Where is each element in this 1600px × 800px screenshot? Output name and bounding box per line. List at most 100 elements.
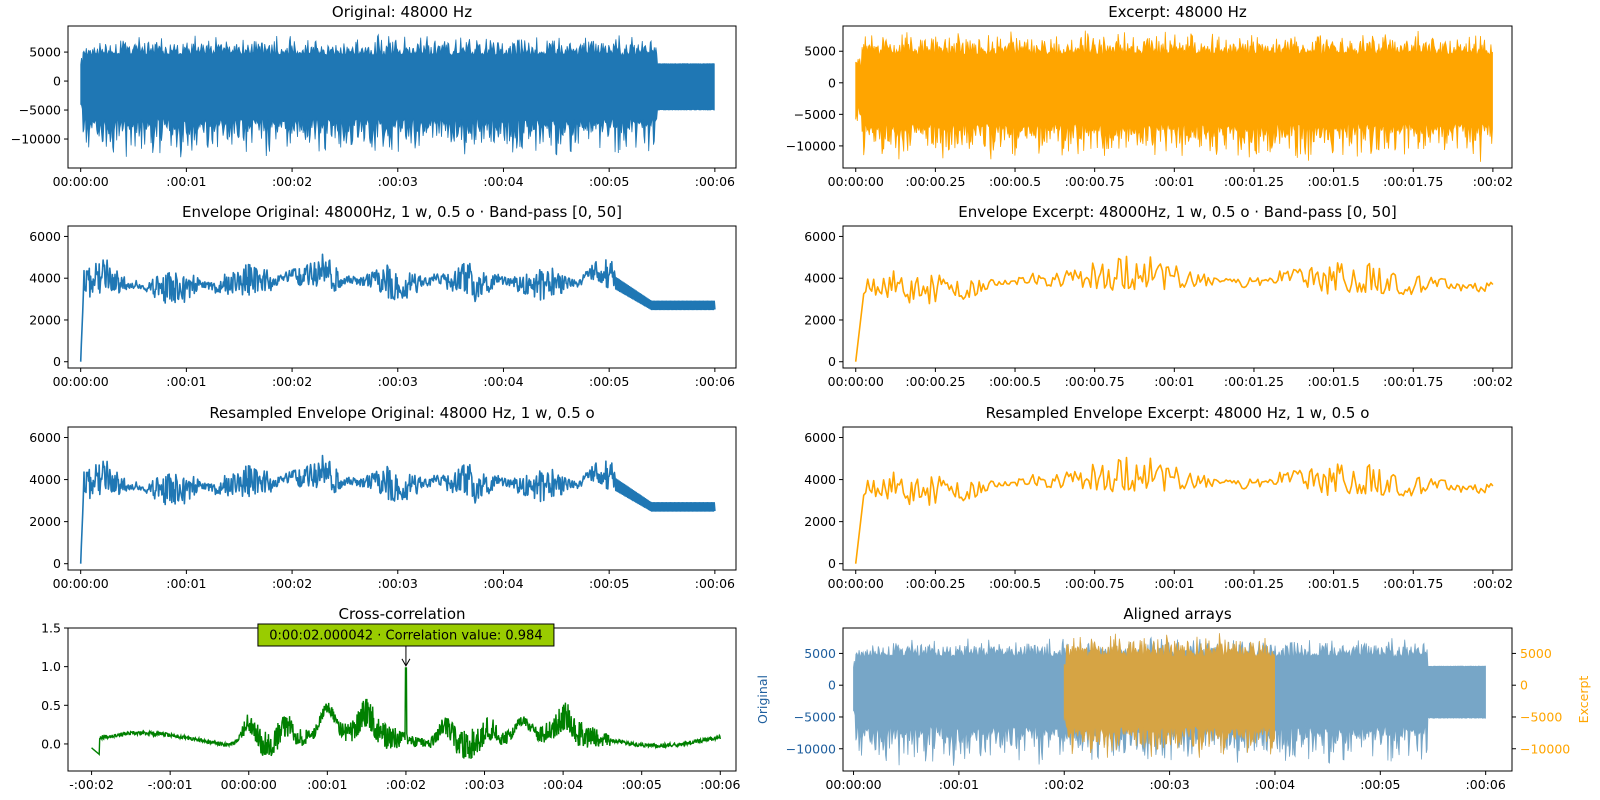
aligned_arrays-ytick-right-label: −5000 xyxy=(1520,709,1562,724)
orig_resampled-xtick-label: :00:04 xyxy=(483,576,523,591)
excerpt_resampled-xtick-label: :00:02 xyxy=(1473,576,1513,591)
orig_resampled-xtick-label: :00:02 xyxy=(272,576,312,591)
cross_correlation-ytick-label: 0.0 xyxy=(41,736,61,751)
orig_envelope-ytick-label: 4000 xyxy=(29,271,61,286)
excerpt_signal-xtick-label: :00:01.75 xyxy=(1383,174,1443,189)
orig_signal-ytick-label: 5000 xyxy=(29,45,61,60)
aligned_arrays-ytick-label: 0 xyxy=(828,678,836,693)
orig_envelope-ytick-label: 6000 xyxy=(29,229,61,244)
orig_signal-xtick-label: 00:00:00 xyxy=(53,174,109,189)
orig_resampled-xtick-label: :00:01 xyxy=(166,576,206,591)
excerpt_envelope-xtick-label: :00:00.5 xyxy=(989,374,1041,389)
peak-annotation: 0:00:02.000042 · Correlation value: 0.98… xyxy=(257,623,555,667)
cross_correlation-xtick-label: :00:06 xyxy=(700,777,740,792)
orig_resampled-xtick-label: :00:03 xyxy=(378,576,418,591)
aligned-ylabel-original: Original xyxy=(755,675,770,724)
excerpt_resampled-xtick-label: 00:00:00 xyxy=(828,576,884,591)
aligned_arrays-xtick-label: :00:01 xyxy=(939,777,979,792)
excerpt_envelope-ytick-label: 0 xyxy=(828,354,836,369)
excerpt_signal-xtick-label: :00:02 xyxy=(1473,174,1513,189)
cross_correlation-xtick-label: 00:00:00 xyxy=(221,777,277,792)
excerpt_envelope-ytick-label: 6000 xyxy=(804,229,836,244)
excerpt_resampled-frame xyxy=(842,426,1513,571)
excerpt_envelope-ytick-label: 4000 xyxy=(804,271,836,286)
orig_signal-series xyxy=(80,33,715,158)
excerpt_signal-axes: Excerpt: 48000 Hz 00:00:00:00:00.25:00:00… xyxy=(786,3,1513,189)
aligned_arrays-ytick-label: −5000 xyxy=(794,709,836,724)
orig_resampled-series xyxy=(79,454,716,564)
orig_envelope-frame xyxy=(67,225,737,369)
excerpt_envelope-xtick-label: :00:01.75 xyxy=(1383,374,1443,389)
orig_envelope-xtick-label: :00:04 xyxy=(483,374,523,389)
aligned_arrays-xtick-label: :00:06 xyxy=(1466,777,1506,792)
excerpt_resampled-xtick-label: :00:01.25 xyxy=(1224,576,1284,591)
orig_resampled-xtick-label: :00:05 xyxy=(589,576,629,591)
excerpt_resampled-title: Resampled Envelope Excerpt: 48000 Hz, 1 … xyxy=(986,404,1370,422)
orig_envelope-ytick-label: 0 xyxy=(53,354,61,369)
excerpt_envelope-xtick-label: :00:00.75 xyxy=(1065,374,1125,389)
orig_signal-ytick-label: −10000 xyxy=(11,132,61,147)
excerpt_resampled-ytick-label: 4000 xyxy=(804,472,836,487)
excerpt_resampled-xtick-label: :00:00.5 xyxy=(989,576,1041,591)
orig_envelope-axes: Envelope Original: 48000Hz, 1 w, 0.5 o ·… xyxy=(29,203,737,389)
excerpt_envelope-axes: Envelope Excerpt: 48000Hz, 1 w, 0.5 o · … xyxy=(804,203,1513,389)
orig_resampled-xtick-label: 00:00:00 xyxy=(53,576,109,591)
orig_resampled-ytick-label: 2000 xyxy=(29,514,61,529)
excerpt_envelope-xtick-label: :00:02 xyxy=(1473,374,1513,389)
excerpt_signal-ytick-label: −5000 xyxy=(794,107,836,122)
orig_envelope-ytick-label: 2000 xyxy=(29,312,61,327)
excerpt_signal-ytick-label: 5000 xyxy=(804,44,836,59)
excerpt_resampled-ytick-label: 2000 xyxy=(804,514,836,529)
orig_envelope-xtick-label: :00:02 xyxy=(272,374,312,389)
orig_resampled-ytick-label: 0 xyxy=(53,556,61,571)
cross_correlation-frame xyxy=(67,627,737,772)
excerpt_resampled-axes: Resampled Envelope Excerpt: 48000 Hz, 1 … xyxy=(804,404,1513,591)
orig_envelope-title: Envelope Original: 48000Hz, 1 w, 0.5 o ·… xyxy=(182,203,622,221)
aligned_arrays-title: Aligned arrays xyxy=(1123,605,1231,623)
excerpt_resampled-xtick-label: :00:00.25 xyxy=(905,576,965,591)
aligned_arrays-ytick-label: −10000 xyxy=(786,741,836,756)
aligned_arrays-xtick-label: :00:02 xyxy=(1044,777,1084,792)
orig_envelope-xtick-label: 00:00:00 xyxy=(53,374,109,389)
orig_signal-ytick-label: 0 xyxy=(53,74,61,89)
aligned_arrays-ytick-label: 5000 xyxy=(804,646,836,661)
excerpt_resampled-series xyxy=(854,456,1494,564)
excerpt_envelope-xtick-label: :00:01.25 xyxy=(1224,374,1284,389)
cross_correlation-xtick-label: :00:05 xyxy=(622,777,662,792)
cross_correlation-title: Cross-correlation xyxy=(338,605,465,623)
excerpt_envelope-series xyxy=(854,255,1494,362)
orig_envelope-xtick-label: :00:03 xyxy=(378,374,418,389)
orig_signal-title: Original: 48000 Hz xyxy=(332,3,472,21)
cross_correlation-series xyxy=(91,667,721,759)
excerpt_envelope-ytick-label: 2000 xyxy=(804,312,836,327)
excerpt_envelope-title: Envelope Excerpt: 48000Hz, 1 w, 0.5 o · … xyxy=(958,203,1396,221)
excerpt_signal-title: Excerpt: 48000 Hz xyxy=(1108,3,1247,21)
orig_envelope-xtick-label: :00:05 xyxy=(589,374,629,389)
excerpt_signal-xtick-label: :00:00.75 xyxy=(1065,174,1125,189)
orig_signal-frame xyxy=(67,25,737,169)
orig_signal-xtick-label: :00:01 xyxy=(166,174,206,189)
aligned-excerpt-series xyxy=(1063,633,1275,758)
orig_signal-plot-area xyxy=(80,33,715,158)
orig_envelope-plot-area xyxy=(79,253,716,362)
excerpt_envelope-frame xyxy=(842,225,1513,369)
excerpt_signal-xtick-label: :00:00.25 xyxy=(905,174,965,189)
excerpt_signal-ytick-label: −10000 xyxy=(786,138,836,153)
aligned_arrays-xtick-label: :00:04 xyxy=(1255,777,1295,792)
orig_signal-xtick-label: :00:02 xyxy=(272,174,312,189)
aligned_arrays-ytick-right-label: 0 xyxy=(1520,678,1528,693)
aligned_arrays-frame xyxy=(842,627,1513,772)
annotation-text: 0:00:02.000042 · Correlation value: 0.98… xyxy=(269,629,542,644)
excerpt_resampled-xtick-label: :00:01 xyxy=(1154,576,1194,591)
cross_correlation-xtick-label: :00:02 xyxy=(386,777,426,792)
annotation-arrowhead xyxy=(401,658,411,667)
orig_signal-xtick-label: :00:03 xyxy=(378,174,418,189)
excerpt_resampled-xtick-label: :00:01.5 xyxy=(1308,576,1360,591)
orig_resampled-xtick-label: :00:06 xyxy=(695,576,735,591)
excerpt_envelope-xtick-label: :00:01 xyxy=(1154,374,1194,389)
aligned-ylabel-excerpt: Excerpt xyxy=(1576,676,1591,724)
cross_correlation-axes: Cross-correlation -:00:02 -:00:01 00:00:00:… xyxy=(41,605,740,792)
cross_correlation-xtick-label: :00:03 xyxy=(464,777,504,792)
cross_correlation-ytick-label: 1.5 xyxy=(41,621,61,636)
excerpt_resampled-plot-area xyxy=(854,456,1494,564)
